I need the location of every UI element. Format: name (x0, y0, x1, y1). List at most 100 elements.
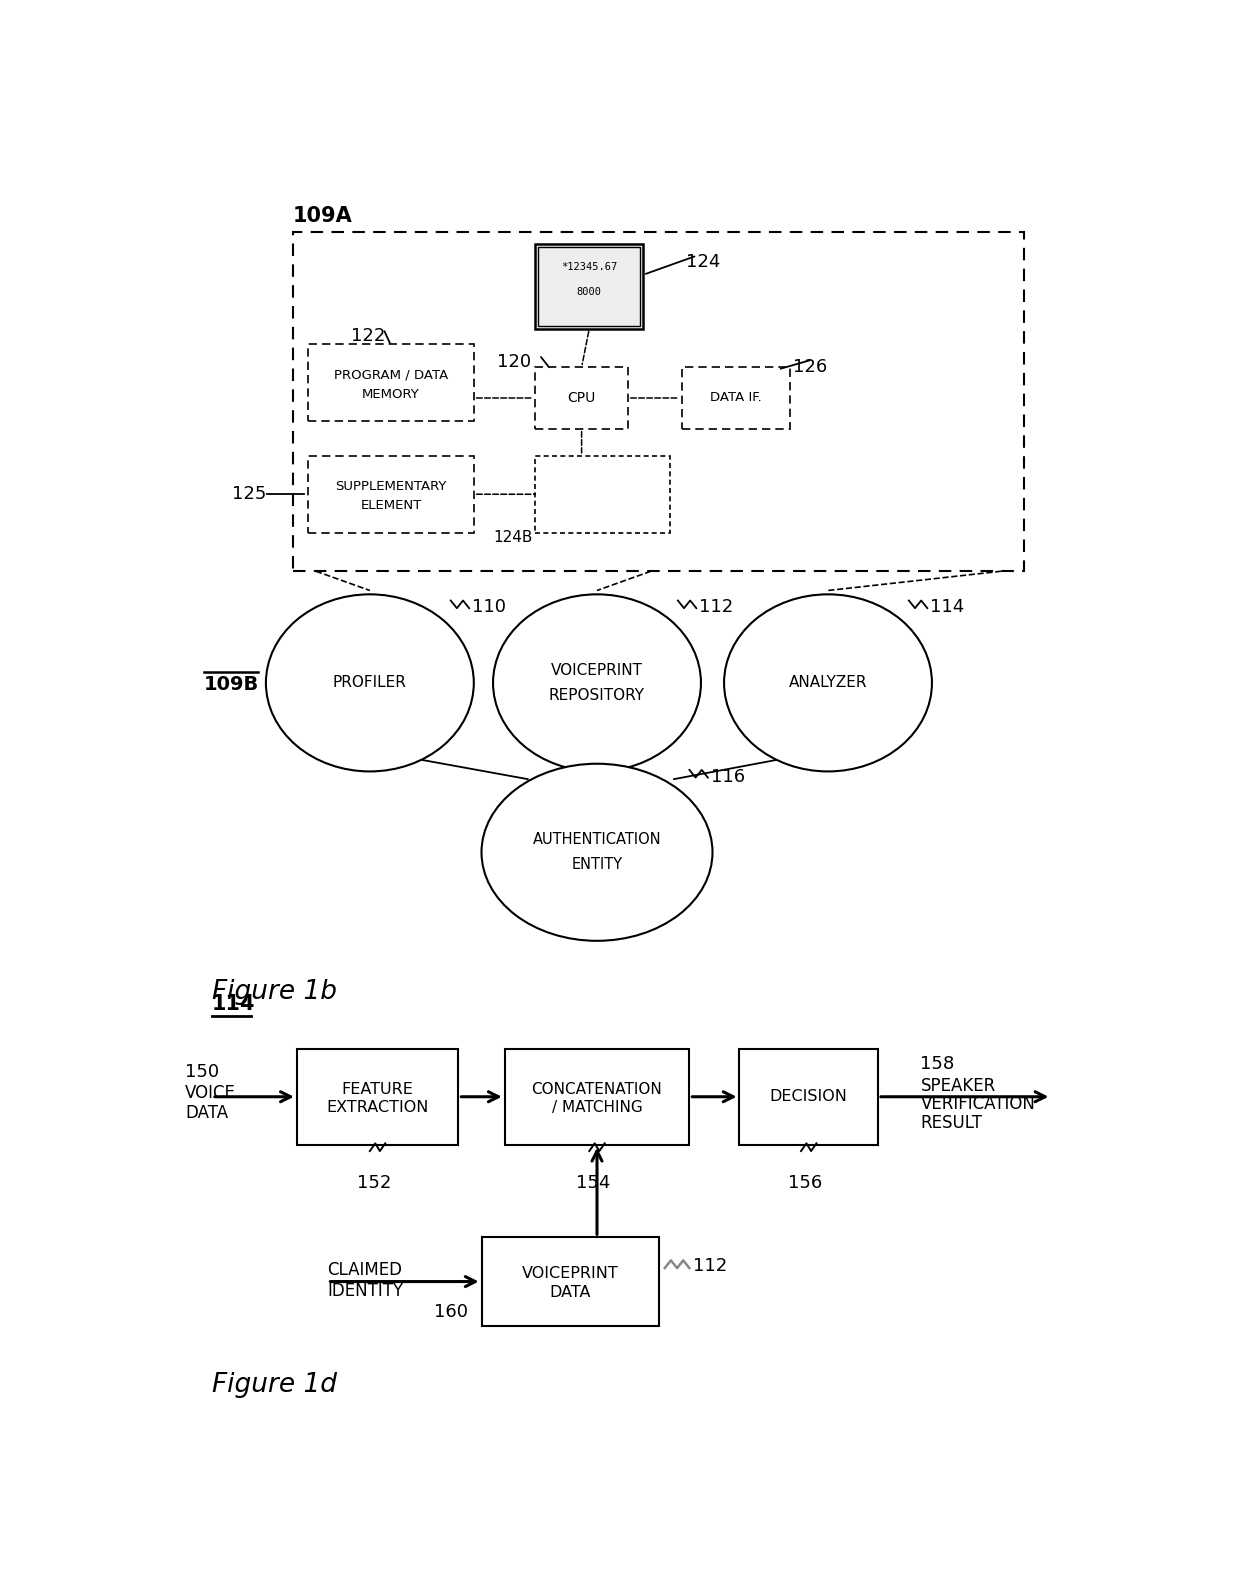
Text: 109B: 109B (205, 675, 259, 694)
Bar (644, 496, 653, 513)
Text: CPU: CPU (568, 391, 595, 406)
Text: ENTITY: ENTITY (572, 857, 622, 873)
Text: EXTRACTION: EXTRACTION (326, 1099, 429, 1115)
Text: DATA: DATA (185, 1104, 228, 1121)
Bar (596, 496, 608, 513)
Text: 112: 112 (699, 599, 734, 616)
Bar (620, 496, 631, 513)
Text: 154: 154 (575, 1174, 610, 1193)
Text: 114: 114 (212, 995, 255, 1014)
Bar (551, 496, 562, 513)
Bar (596, 513, 608, 529)
Bar (631, 513, 642, 529)
Bar (644, 480, 653, 496)
FancyBboxPatch shape (536, 244, 644, 328)
Bar (644, 463, 653, 478)
Text: DATA IF.: DATA IF. (709, 391, 761, 404)
Bar (585, 513, 596, 529)
FancyBboxPatch shape (309, 344, 474, 421)
Bar (631, 463, 642, 478)
Text: 125: 125 (232, 485, 265, 504)
Text: VOICEPRINT: VOICEPRINT (522, 1266, 619, 1281)
Text: ELEMENT: ELEMENT (361, 499, 422, 512)
Bar (609, 496, 619, 513)
Bar (585, 480, 596, 496)
Text: SPEAKER: SPEAKER (920, 1077, 996, 1095)
Text: PROFILER: PROFILER (332, 675, 407, 691)
Text: Figure 1b: Figure 1b (212, 979, 337, 1006)
Text: FEATURE: FEATURE (341, 1082, 413, 1096)
Text: VOICE: VOICE (185, 1085, 236, 1102)
Text: 124: 124 (686, 253, 720, 271)
Bar (563, 480, 573, 496)
Text: 8000: 8000 (577, 287, 601, 296)
Text: 120: 120 (497, 353, 532, 371)
Text: DECISION: DECISION (770, 1090, 848, 1104)
Bar (563, 463, 573, 478)
Bar (655, 496, 666, 513)
Text: 116: 116 (711, 768, 745, 786)
Bar (596, 463, 608, 478)
Text: AUTHENTICATION: AUTHENTICATION (533, 833, 661, 847)
Text: 112: 112 (693, 1256, 728, 1275)
Bar (609, 463, 619, 478)
Bar (609, 480, 619, 496)
Text: CLAIMED: CLAIMED (327, 1261, 403, 1278)
Text: ANALYZER: ANALYZER (789, 675, 867, 691)
Text: VOICEPRINT: VOICEPRINT (551, 664, 644, 678)
Bar (596, 480, 608, 496)
Bar (539, 496, 551, 513)
Bar (574, 463, 585, 478)
Text: VERIFICATION: VERIFICATION (920, 1095, 1035, 1114)
Ellipse shape (494, 594, 701, 771)
Text: 109A: 109A (293, 206, 352, 227)
Bar (620, 513, 631, 529)
Bar (539, 463, 551, 478)
Bar (574, 513, 585, 529)
FancyBboxPatch shape (536, 367, 627, 429)
Text: 160: 160 (434, 1304, 467, 1321)
Text: *12345.67: *12345.67 (562, 261, 618, 272)
Bar (655, 480, 666, 496)
FancyBboxPatch shape (739, 1049, 878, 1145)
Ellipse shape (265, 594, 474, 771)
FancyBboxPatch shape (536, 456, 670, 532)
Bar (539, 513, 551, 529)
FancyBboxPatch shape (505, 1049, 689, 1145)
Text: 110: 110 (472, 599, 506, 616)
Bar (644, 513, 653, 529)
Bar (539, 480, 551, 496)
Bar (563, 513, 573, 529)
Bar (585, 496, 596, 513)
Bar (620, 480, 631, 496)
Text: / MATCHING: / MATCHING (552, 1099, 642, 1115)
Bar (609, 513, 619, 529)
Bar (620, 463, 631, 478)
Ellipse shape (724, 594, 932, 771)
Text: 122: 122 (351, 328, 386, 345)
Bar (585, 463, 596, 478)
Text: 150: 150 (185, 1063, 219, 1080)
FancyBboxPatch shape (293, 233, 1024, 572)
FancyBboxPatch shape (309, 456, 474, 532)
Ellipse shape (481, 763, 713, 941)
Text: DATA: DATA (549, 1285, 590, 1300)
Bar (551, 463, 562, 478)
Text: CONCATENATION: CONCATENATION (532, 1082, 662, 1096)
Bar (551, 480, 562, 496)
Text: Figure 1d: Figure 1d (212, 1372, 337, 1399)
FancyBboxPatch shape (481, 1237, 658, 1326)
FancyBboxPatch shape (682, 367, 790, 429)
FancyBboxPatch shape (296, 1049, 459, 1145)
Text: RESULT: RESULT (920, 1114, 982, 1131)
Bar (574, 480, 585, 496)
Text: PROGRAM / DATA: PROGRAM / DATA (334, 369, 448, 382)
Text: 152: 152 (357, 1174, 391, 1193)
Text: 158: 158 (920, 1055, 955, 1072)
Bar (655, 463, 666, 478)
Text: 114: 114 (930, 599, 965, 616)
Bar (631, 480, 642, 496)
Text: MEMORY: MEMORY (362, 388, 420, 401)
Bar (551, 513, 562, 529)
FancyBboxPatch shape (538, 247, 640, 326)
